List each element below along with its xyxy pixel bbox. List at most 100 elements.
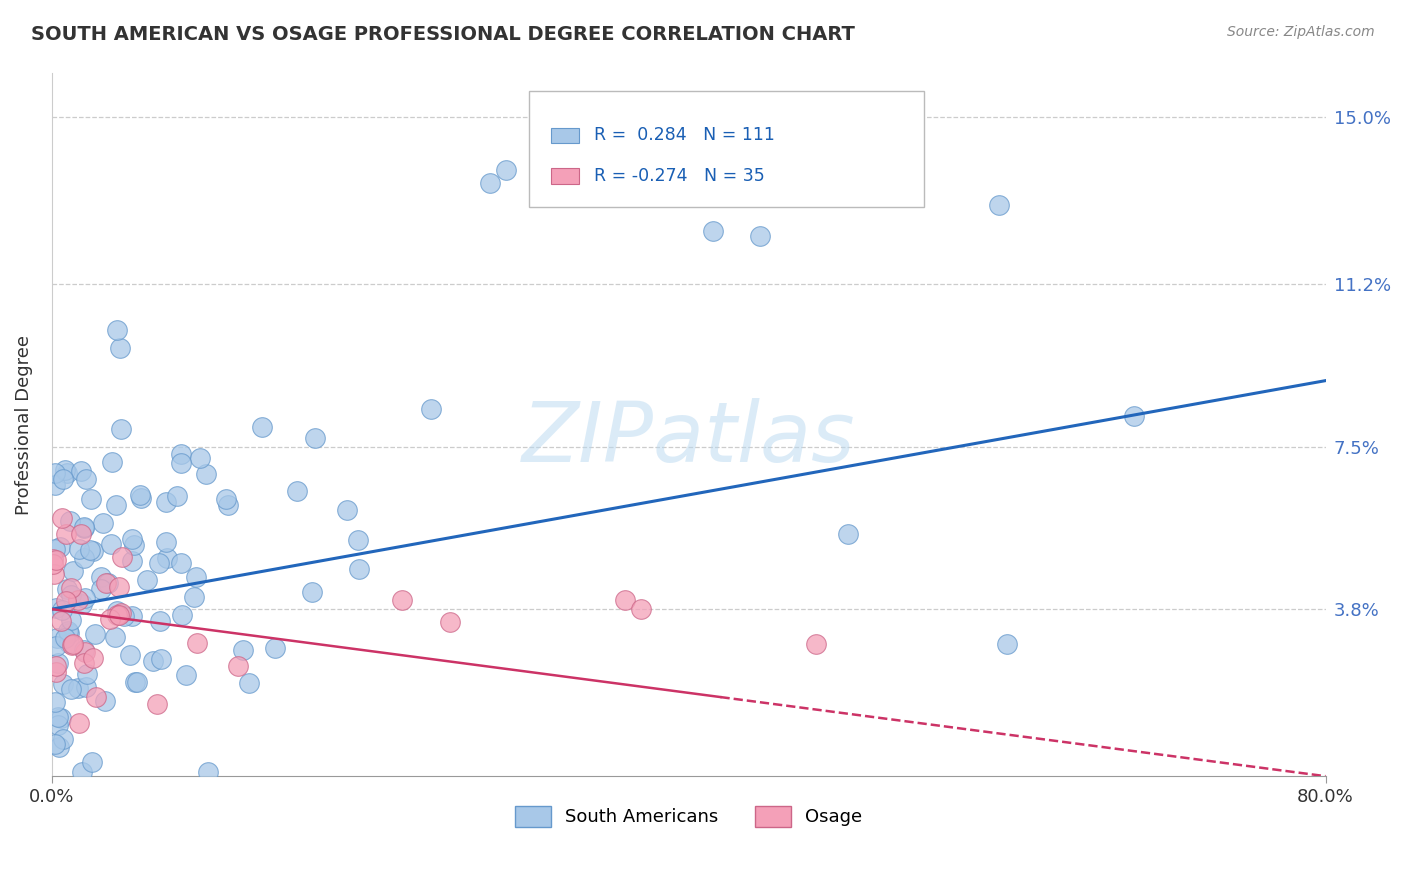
- Point: [108, 607, 131, 622]
- Point: [1123, 409, 1146, 423]
- Point: [46, 657, 69, 671]
- Point: [82, 544, 104, 558]
- Legend: South Americans, Osage: South Americans, Osage: [508, 798, 870, 834]
- Point: [53, 463, 76, 477]
- Point: [172, 608, 194, 623]
- Point: [346, 533, 368, 547]
- Point: [45, 600, 67, 615]
- Point: [478, 176, 501, 190]
- Point: [73, 642, 96, 657]
- Point: [72, 521, 94, 535]
- Point: [52, 732, 75, 747]
- Point: [122, 538, 145, 552]
- Point: [197, 764, 219, 779]
- Point: [60, 638, 83, 652]
- Point: [170, 556, 193, 570]
- Point: [60, 588, 83, 602]
- Point: [195, 467, 218, 481]
- Point: [42, 566, 65, 581]
- Point: [55, 466, 77, 480]
- Point: [55, 582, 77, 596]
- Point: [110, 422, 132, 436]
- Point: [45, 659, 67, 673]
- Point: [304, 431, 326, 445]
- Point: [45, 665, 67, 679]
- Point: [94, 694, 117, 708]
- Point: [804, 637, 827, 651]
- Point: [127, 675, 149, 690]
- Point: [238, 676, 260, 690]
- Point: [67, 715, 90, 730]
- Point: [73, 645, 96, 659]
- Point: [232, 643, 254, 657]
- Point: [217, 498, 239, 512]
- Point: [176, 668, 198, 682]
- Point: [121, 533, 143, 547]
- Point: [49, 711, 72, 725]
- Point: [121, 554, 143, 568]
- Point: [59, 614, 82, 628]
- Point: [79, 491, 101, 506]
- Point: [66, 681, 89, 696]
- Point: [186, 636, 208, 650]
- Point: [45, 639, 67, 653]
- Point: [250, 420, 273, 434]
- Point: [495, 162, 517, 177]
- Point: [142, 655, 165, 669]
- Point: [42, 551, 65, 566]
- Point: [62, 564, 84, 578]
- Point: [155, 535, 177, 549]
- Point: [391, 593, 413, 607]
- Point: [48, 718, 70, 732]
- Point: [146, 697, 169, 711]
- Point: [287, 484, 309, 499]
- Point: [69, 542, 91, 557]
- Point: [226, 659, 249, 673]
- Point: [170, 456, 193, 470]
- Point: [48, 739, 70, 754]
- Point: [105, 604, 128, 618]
- Point: [150, 652, 173, 666]
- Point: [44, 466, 66, 480]
- Point: [73, 656, 96, 670]
- Point: [105, 499, 128, 513]
- Point: [70, 764, 93, 779]
- Point: [183, 591, 205, 605]
- Text: SOUTH AMERICAN VS OSAGE PROFESSIONAL DEGREE CORRELATION CHART: SOUTH AMERICAN VS OSAGE PROFESSIONAL DEG…: [31, 25, 855, 44]
- Point: [702, 224, 724, 238]
- Point: [110, 606, 132, 620]
- Point: [100, 455, 122, 469]
- Point: [90, 570, 112, 584]
- Point: [44, 738, 66, 752]
- Point: [70, 597, 93, 611]
- Point: [44, 541, 66, 556]
- Point: [988, 198, 1011, 212]
- Point: [69, 464, 91, 478]
- Point: [44, 478, 66, 492]
- Point: [60, 681, 83, 696]
- Point: [613, 593, 636, 607]
- Point: [148, 556, 170, 570]
- Point: [420, 401, 443, 416]
- Point: [52, 677, 75, 691]
- Point: [75, 680, 97, 694]
- Point: [67, 592, 90, 607]
- Point: [98, 612, 121, 626]
- Text: ZIPatlas: ZIPatlas: [522, 398, 855, 479]
- Point: [80, 755, 103, 769]
- FancyBboxPatch shape: [530, 91, 924, 207]
- Point: [148, 614, 170, 628]
- FancyBboxPatch shape: [551, 168, 579, 184]
- Point: [837, 527, 859, 541]
- Point: [120, 648, 142, 663]
- Point: [58, 636, 80, 650]
- Point: [75, 472, 97, 486]
- Point: [749, 228, 772, 243]
- Point: [124, 674, 146, 689]
- Point: [59, 514, 82, 528]
- Text: R = -0.274   N = 35: R = -0.274 N = 35: [595, 167, 765, 185]
- Point: [42, 557, 65, 571]
- Point: [104, 630, 127, 644]
- Text: Source: ZipAtlas.com: Source: ZipAtlas.com: [1227, 25, 1375, 39]
- Text: R =  0.284   N = 111: R = 0.284 N = 111: [595, 127, 775, 145]
